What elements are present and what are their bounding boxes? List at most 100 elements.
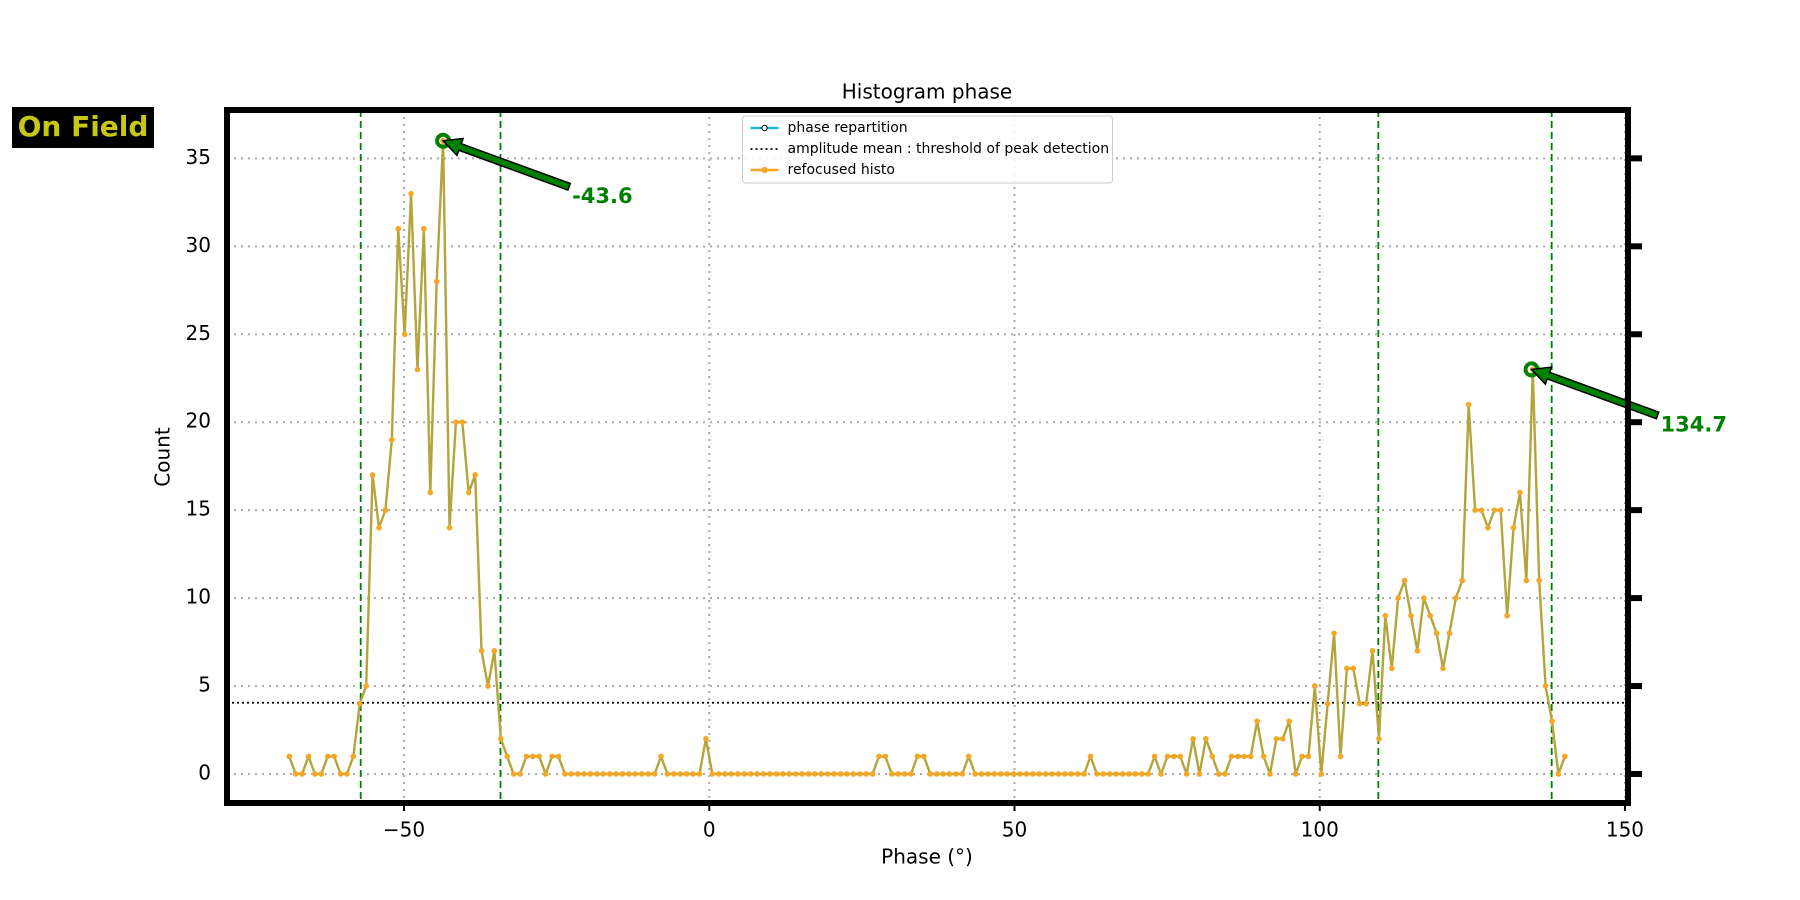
legend-label: refocused histo	[788, 162, 895, 178]
data-point	[1094, 771, 1100, 777]
data-point	[1286, 718, 1292, 725]
data-point	[690, 771, 696, 777]
data-point	[1171, 753, 1177, 760]
data-point	[1241, 753, 1248, 760]
data-point	[767, 771, 773, 777]
data-point	[1113, 771, 1119, 777]
data-point	[1273, 736, 1280, 742]
data-point	[517, 771, 523, 777]
data-point	[1100, 771, 1107, 777]
data-point	[921, 753, 927, 760]
legend-swatch-marker	[761, 166, 768, 174]
data-point	[446, 524, 453, 531]
data-point	[1324, 700, 1331, 707]
data-point	[1010, 771, 1017, 777]
legend: phase repartition amplitude mean : thresh…	[742, 115, 1113, 184]
data-point	[1401, 577, 1408, 584]
data-point	[856, 771, 863, 777]
data-point	[1260, 753, 1267, 760]
data-point	[395, 225, 402, 232]
data-point	[1004, 771, 1010, 777]
data-point	[1542, 683, 1549, 689]
data-point	[299, 771, 305, 777]
data-point	[632, 771, 639, 777]
data-point	[606, 771, 613, 777]
data-point	[805, 771, 812, 777]
data-point	[901, 771, 908, 777]
data-point	[1536, 577, 1542, 584]
data-point	[844, 771, 850, 777]
data-point	[1337, 753, 1344, 760]
data-point	[324, 753, 331, 760]
data-point	[1126, 771, 1132, 777]
data-point	[664, 771, 671, 777]
data-point	[465, 489, 472, 496]
data-point	[530, 753, 536, 760]
data-point	[587, 771, 594, 777]
data-point	[1350, 665, 1357, 672]
data-point	[799, 771, 805, 777]
data-point	[1119, 771, 1126, 777]
data-point	[1408, 612, 1414, 619]
data-point	[1042, 771, 1049, 777]
y-tick-label: 35	[186, 145, 211, 169]
data-point	[331, 753, 337, 760]
data-point	[1305, 753, 1312, 760]
data-point	[1356, 700, 1363, 707]
data-point	[1491, 507, 1498, 513]
data-point	[1132, 771, 1139, 777]
data-point	[1549, 718, 1555, 725]
data-point	[1562, 753, 1568, 760]
data-point	[376, 524, 382, 531]
x-tick-label: −50	[383, 818, 425, 842]
x-tick-label: 0	[703, 818, 716, 842]
data-point	[1376, 736, 1382, 742]
data-point	[408, 190, 414, 197]
data-point	[831, 771, 837, 777]
y-axis-label: Count	[151, 427, 175, 487]
data-point	[1177, 753, 1184, 760]
data-point	[1440, 665, 1446, 672]
data-point	[472, 472, 478, 478]
data-point	[363, 683, 369, 689]
data-point	[991, 771, 998, 777]
data-point	[1478, 507, 1485, 513]
data-point	[1062, 771, 1068, 777]
y-tick-label: 15	[186, 497, 211, 521]
data-point	[914, 753, 921, 760]
data-point	[1145, 771, 1151, 777]
data-point	[1523, 577, 1530, 584]
data-point	[421, 225, 427, 232]
data-point	[997, 771, 1004, 777]
data-point	[1421, 595, 1427, 601]
data-point	[709, 771, 716, 777]
data-point	[1030, 771, 1036, 777]
y-tick-label: 10	[186, 585, 211, 609]
data-point	[574, 771, 581, 777]
data-point	[651, 771, 658, 777]
data-point	[619, 771, 626, 777]
data-point	[1485, 524, 1491, 531]
data-point	[542, 771, 549, 777]
data-point	[485, 683, 491, 689]
data-point	[696, 771, 703, 777]
data-point	[1081, 771, 1087, 777]
data-point	[1049, 771, 1055, 777]
data-point	[350, 753, 357, 760]
data-point	[1465, 401, 1472, 408]
data-point	[985, 771, 991, 777]
data-point	[1190, 736, 1196, 742]
data-point	[337, 771, 344, 777]
data-point	[312, 771, 318, 777]
data-point	[1164, 753, 1171, 760]
y-tick-label: 25	[186, 321, 211, 345]
data-point	[741, 771, 748, 777]
data-point	[965, 753, 972, 760]
data-point	[1017, 771, 1023, 777]
data-point	[1203, 736, 1209, 742]
data-point	[1517, 489, 1523, 496]
data-point	[946, 771, 953, 777]
legend-label: amplitude mean : threshold of peak detec…	[788, 141, 1110, 157]
data-point	[453, 419, 459, 426]
data-point	[837, 771, 844, 777]
